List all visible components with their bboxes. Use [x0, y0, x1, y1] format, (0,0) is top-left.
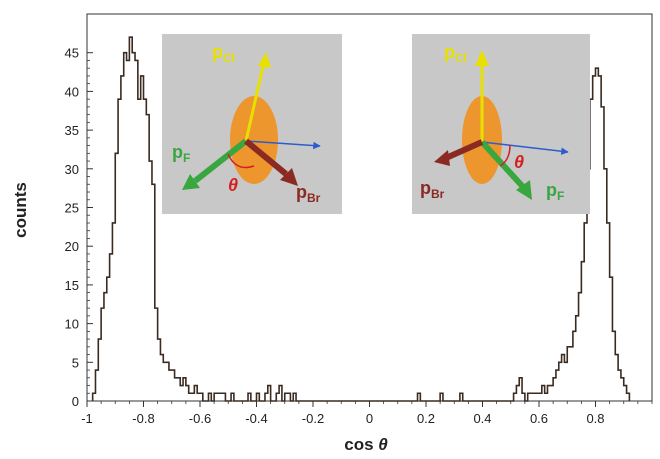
x-axis-title: cos θ — [344, 435, 388, 454]
x-tick-label: 0.8 — [586, 411, 604, 426]
x-tick-label: 0.4 — [473, 411, 491, 426]
inset-left-p-cl-symbol: p — [212, 42, 223, 62]
inset-left-p-br-subscript: Br — [307, 191, 321, 205]
inset-left-p-f-arrow — [193, 138, 248, 184]
inset-left-theta-label: θ — [228, 175, 238, 195]
inset-right-p-f-label: pF — [546, 180, 564, 203]
inset-right-axis-arrow — [481, 141, 569, 155]
inset-left-p-cl-label: pCl — [212, 42, 235, 65]
inset-left-p-br-label: pBr — [296, 182, 321, 205]
inset-right-p-br-head — [434, 150, 450, 166]
inset-left-p-br-arrow — [244, 138, 288, 177]
inset-right-p-f-symbol: p — [546, 180, 557, 200]
y-tick-label: 25 — [65, 201, 79, 216]
inset-right-background — [412, 34, 590, 214]
x-tick-label: 0.2 — [417, 411, 435, 426]
inset-left-p-f-label: pF — [172, 142, 190, 165]
y-tick-label: 15 — [65, 278, 79, 293]
y-tick-label: 30 — [65, 162, 79, 177]
inset-left-p-f-symbol: p — [172, 142, 183, 162]
x-axis-theta-symbol: θ — [378, 435, 388, 454]
x-tick-label: -1 — [81, 411, 93, 426]
inset-right-p-cl-head — [475, 50, 489, 66]
inset-left-p-cl-subscript: Cl — [223, 51, 235, 65]
inset-right-theta-label: θ — [514, 152, 524, 172]
y-axis-title: counts — [11, 182, 30, 238]
inset-left-p-cl-arrow — [244, 61, 266, 142]
y-tick-label: 35 — [65, 123, 79, 138]
inset-right-p-f-head — [516, 180, 532, 200]
y-tick-label: 5 — [72, 355, 79, 370]
inset-left-p-f-head — [182, 174, 200, 190]
x-tick-label: -0.2 — [302, 411, 324, 426]
inset-left: pCl pF pBr θ — [162, 34, 342, 214]
x-tick-label: -0.4 — [245, 411, 267, 426]
x-tick-label: 0 — [366, 411, 373, 426]
y-tick-label: 0 — [72, 394, 79, 409]
y-axis: 0 5 10 15 20 25 30 35 40 45 — [65, 46, 93, 409]
y-tick-label: 10 — [65, 317, 79, 332]
inset-left-ellipse — [230, 96, 278, 184]
inset-left-theta-arc — [227, 153, 255, 169]
inset-right-p-f-arrow — [479, 139, 527, 191]
y-tick-label: 45 — [65, 46, 79, 61]
x-tick-label: 0.6 — [530, 411, 548, 426]
histogram-line — [91, 36, 631, 402]
inset-left-p-br-symbol: p — [296, 182, 307, 202]
inset-left-p-br-head — [280, 168, 298, 186]
x-axis: -1 -0.8 -0.6 -0.4 -0.2 0 0.2 0.4 0.6 0.8 — [81, 401, 653, 426]
inset-right-p-br-label: pBr — [420, 178, 445, 201]
inset-right-p-cl-label: pCl — [444, 42, 467, 65]
inset-left-p-cl-head — [258, 52, 271, 68]
inset-right-p-cl-subscript: Cl — [455, 51, 467, 65]
inset-left-p-f-subscript: F — [183, 151, 190, 165]
inset-right-theta-arc — [499, 144, 511, 167]
y-tick-label: 20 — [65, 239, 79, 254]
inset-right-p-br-arrow — [444, 139, 484, 161]
inset-right-p-cl-symbol: p — [444, 42, 455, 62]
inset-left-axis-arrow — [245, 140, 321, 150]
inset-right-p-br-subscript: Br — [431, 187, 445, 201]
inset-right: pCl pF pBr θ — [412, 34, 590, 214]
x-axis-label: cos — [344, 435, 373, 454]
x-tick-label: -0.6 — [189, 411, 211, 426]
x-tick-label: -0.8 — [132, 411, 154, 426]
inset-right-p-f-subscript: F — [557, 189, 564, 203]
y-tick-label: 40 — [65, 84, 79, 99]
inset-right-p-br-symbol: p — [420, 178, 431, 198]
